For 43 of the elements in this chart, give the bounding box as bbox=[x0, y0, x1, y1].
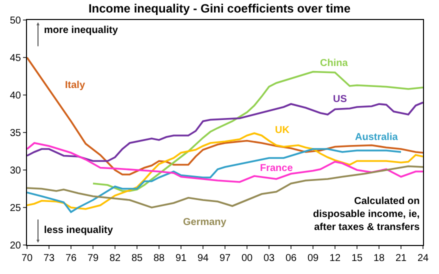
x-tick-label: 73 bbox=[43, 253, 55, 264]
series-label: US bbox=[333, 94, 348, 105]
line-series bbox=[27, 132, 423, 210]
annotation: less inequality bbox=[44, 225, 114, 236]
y-tick-label: 45 bbox=[10, 53, 22, 64]
series-label: Australia bbox=[355, 132, 398, 143]
line-series bbox=[27, 56, 423, 176]
x-tick-label: 85 bbox=[131, 253, 143, 264]
series-label: France bbox=[260, 163, 294, 174]
x-tick-label: 97 bbox=[219, 253, 231, 264]
x-tick-label: 06 bbox=[285, 253, 297, 264]
y-tick-label: 25 bbox=[10, 203, 22, 214]
x-tick-label: 00 bbox=[241, 253, 253, 264]
x-tick-label: 76 bbox=[65, 253, 77, 264]
chart-title: Income inequality - Gini coefficients over time bbox=[88, 2, 351, 16]
y-tick-label: 50 bbox=[10, 16, 22, 26]
y-tick-label: 30 bbox=[10, 166, 22, 176]
line-series bbox=[27, 165, 423, 208]
series-label: Italy bbox=[65, 80, 86, 91]
y-tick-label: 35 bbox=[10, 128, 22, 139]
x-tick-label: 03 bbox=[263, 253, 275, 264]
line-series bbox=[27, 102, 423, 162]
x-tick-label: 09 bbox=[307, 253, 319, 264]
x-tick-label: 79 bbox=[87, 253, 99, 264]
series-label: Germany bbox=[183, 217, 227, 228]
x-tick-label: 88 bbox=[153, 253, 165, 264]
x-tick-label: 24 bbox=[417, 253, 429, 264]
y-tick-label: 40 bbox=[10, 90, 22, 102]
annotation: more inequality bbox=[44, 25, 118, 36]
x-tick-label: 15 bbox=[351, 253, 363, 264]
series-label: UK bbox=[275, 125, 290, 136]
x-tick-label: 12 bbox=[329, 253, 341, 264]
x-tick-label: 18 bbox=[373, 253, 385, 264]
x-tick-label: 21 bbox=[395, 253, 407, 264]
x-tick-label: 70 bbox=[21, 253, 33, 264]
line-series bbox=[27, 142, 423, 183]
x-tick-label: 91 bbox=[175, 253, 187, 264]
x-tick-label: 82 bbox=[109, 253, 121, 264]
x-tick-label: 94 bbox=[197, 253, 209, 264]
line-series bbox=[92, 70, 423, 192]
y-tick-label: 20 bbox=[10, 240, 22, 252]
annotation: Calculated on disposable income, ie, after taxes & transfers bbox=[313, 196, 420, 233]
series-label: China bbox=[320, 58, 348, 69]
